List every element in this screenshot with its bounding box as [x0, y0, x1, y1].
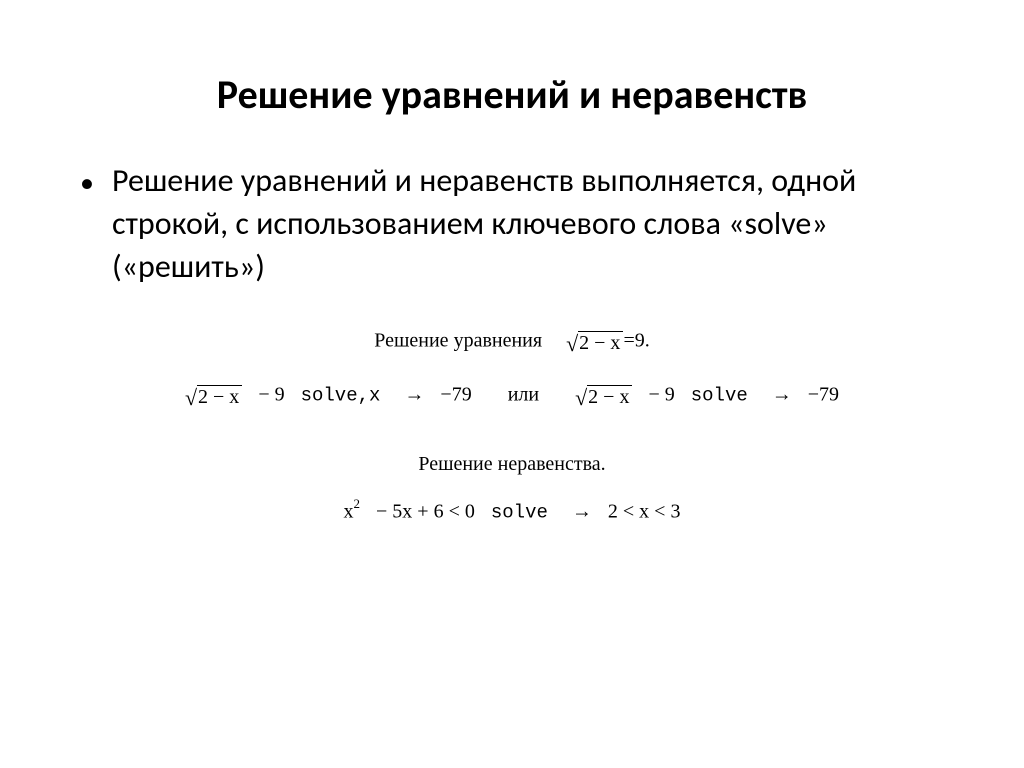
eq-radicand: 2 − x — [578, 331, 623, 355]
or-word: или — [508, 383, 539, 405]
bullet-item: • Решение уравнений и неравенств выполня… — [80, 159, 944, 289]
ineq-exponent: 2 — [354, 496, 361, 511]
solve1-keyword: solve,x — [301, 384, 381, 406]
slide: Решение уравнений и неравенств • Решение… — [0, 0, 1024, 768]
bullet-text: Решение уравнений и неравенств выполняет… — [112, 159, 944, 289]
solve2-result: −79 — [808, 383, 839, 405]
arrow-icon: → — [772, 383, 792, 405]
solve1-after-root: − 9 — [258, 383, 284, 405]
eq-rhs: =9. — [623, 329, 649, 351]
equation-solve-line: √2 − x − 9 solve,x → −79 или √2 − x − 9 — [80, 383, 944, 409]
sqrt-symbol: √2 − x — [575, 383, 632, 409]
math-block: Решение уравнения √2 − x =9. √2 − x − 9 … — [80, 329, 944, 524]
ineq-var: x — [344, 500, 354, 522]
arrow-icon: → — [404, 383, 424, 405]
solve1-radicand: 2 − x — [197, 385, 242, 409]
solve1-result: −79 — [440, 383, 471, 405]
ineq-body: − 5x + 6 < 0 — [376, 500, 475, 522]
solve2-after-root: − 9 — [648, 383, 674, 405]
sqrt-symbol: √2 − x — [185, 383, 242, 409]
slide-content: • Решение уравнений и неравенств выполня… — [0, 159, 1024, 523]
inequality-caption: Решение неравенства. — [80, 453, 944, 476]
ineq-result: 2 < x < 3 — [608, 500, 681, 522]
bullet-marker: • — [80, 169, 94, 197]
equation-caption: Решение уравнения √2 − x =9. — [80, 329, 944, 355]
ineq-keyword: solve — [491, 501, 548, 523]
inequality-solve-line: x2 − 5x + 6 < 0 solve → 2 < x < 3 — [80, 498, 944, 524]
arrow-icon: → — [572, 500, 592, 522]
solve2-radicand: 2 − x — [587, 385, 632, 409]
slide-title: Решение уравнений и неравенств — [0, 0, 1024, 159]
sqrt-symbol: √2 − x — [566, 329, 623, 355]
eq-caption-text: Решение уравнения — [374, 329, 542, 351]
solve2-keyword: solve — [691, 384, 748, 406]
